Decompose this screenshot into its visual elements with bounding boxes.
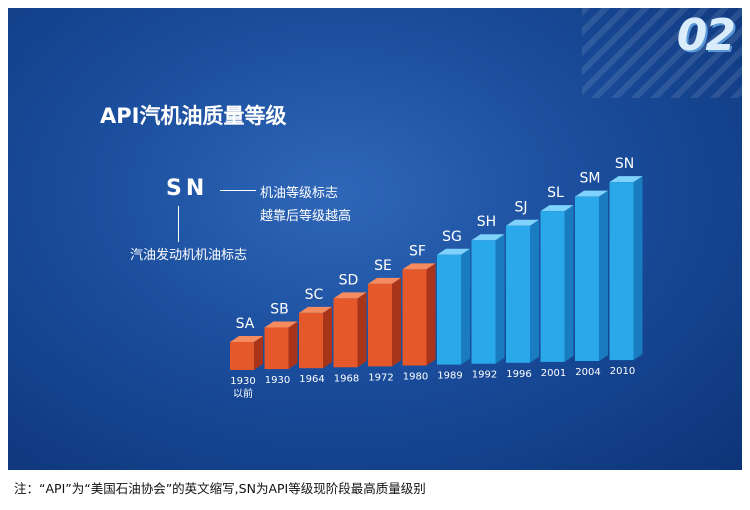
bar-sd: SD 1968 <box>333 272 367 384</box>
bar-side <box>426 263 436 366</box>
bar-sh: SH 1992 <box>471 214 505 381</box>
bar-label: SA <box>236 316 255 332</box>
bar-top <box>471 234 505 241</box>
bar-top <box>368 277 401 284</box>
bar-face <box>575 196 599 361</box>
bar-side <box>461 248 470 365</box>
bar-side <box>323 306 332 369</box>
bar-side <box>564 205 574 362</box>
bar-side <box>633 176 643 361</box>
bar-label: SC <box>305 287 324 303</box>
bar-side <box>392 277 401 367</box>
legend-note-grade-mark: 机油等级标志 <box>260 186 339 201</box>
bar-sc: SC 1964 <box>299 287 332 385</box>
bar-label: SF <box>409 243 426 259</box>
bar-face <box>540 211 565 362</box>
bar-face <box>402 269 427 366</box>
bar-face <box>333 298 358 368</box>
bar-top <box>575 190 608 197</box>
bar-side <box>288 321 298 370</box>
bar-year-label: 2004 <box>575 367 600 378</box>
bar-sg: SG 1989 <box>437 229 470 382</box>
bar-top <box>437 248 470 255</box>
bar-year-label: 1980 <box>403 372 428 383</box>
bar-label: SD <box>339 272 359 288</box>
bar-top <box>402 263 436 270</box>
bar-label: SE <box>374 258 392 274</box>
bar-year-label: 1992 <box>472 370 497 381</box>
bar-label: SB <box>270 301 289 317</box>
chart-panel: 02 API汽机油质量等级 SN 机油等级标志 越靠后等级越高 汽油发动机机油标… <box>8 8 742 470</box>
bar-top <box>264 321 298 328</box>
corner-stripes <box>582 8 742 98</box>
bar-sm: SM 2004 <box>575 171 608 378</box>
bar-top <box>506 219 539 226</box>
bar-side <box>599 190 608 361</box>
bar-year-label: 1996 <box>506 369 531 380</box>
bar-year-label: 1964 <box>299 374 324 385</box>
bar-face <box>264 327 289 370</box>
bar-face <box>471 240 496 364</box>
bar-year-label: 1989 <box>437 371 462 382</box>
bar-top <box>333 292 367 299</box>
bar-face <box>230 342 254 370</box>
bar-side <box>495 234 505 364</box>
chart-title: API汽机油质量等级 <box>100 104 287 128</box>
bar-sl: SL 2001 <box>540 185 574 379</box>
legend-connector-vertical <box>178 206 179 242</box>
legend-grade-code: SN <box>166 176 209 201</box>
legend-note-later-higher: 越靠后等级越高 <box>260 209 352 224</box>
bar-top <box>230 336 263 342</box>
bar-sb: SB 1930 <box>264 301 298 386</box>
bar-face <box>368 283 392 367</box>
bar-side <box>530 219 539 363</box>
bar-sj: SJ 1996 <box>506 200 539 380</box>
bar-face <box>299 312 323 369</box>
bar-year-label: 1930 <box>230 376 255 387</box>
bar-top <box>540 205 574 212</box>
bar-side <box>254 336 263 370</box>
bar-year-label: 以前 <box>233 387 253 400</box>
bar-label: SN <box>615 156 634 172</box>
bar-label: SM <box>580 171 601 187</box>
bar-chart: SA1930以前SB1930SC1964SD1968SE1972SF1980SG… <box>230 156 643 400</box>
bar-face <box>506 225 530 363</box>
legend-connector-horizontal <box>220 190 256 191</box>
bar-side <box>357 292 367 368</box>
bar-label: SL <box>547 185 564 201</box>
bar-face <box>609 182 634 361</box>
bar-face <box>437 254 461 365</box>
bar-year-label: 1968 <box>334 373 359 384</box>
bar-sn: SN 2010 <box>609 156 643 377</box>
bar-label: SJ <box>514 200 527 216</box>
bar-year-label: 1930 <box>265 375 290 386</box>
bar-label: SG <box>442 229 462 245</box>
legend-note-gasoline-oil: 汽油发动机机油标志 <box>130 248 248 263</box>
bar-top <box>609 176 643 183</box>
bar-top <box>299 306 332 313</box>
bar-se: SE 1972 <box>368 258 401 383</box>
bar-sf: SF 1980 <box>402 243 436 383</box>
footnote: 注：“API”为“美国石油协会”的英文缩写,SN为API等级现阶段最高质量级别 <box>14 481 426 496</box>
bar-year-label: 2010 <box>610 366 635 377</box>
bar-year-label: 2001 <box>541 368 566 379</box>
page-number-badge: 02 <box>676 10 736 61</box>
bar-label: SH <box>477 214 496 230</box>
bar-year-label: 1972 <box>368 372 393 383</box>
